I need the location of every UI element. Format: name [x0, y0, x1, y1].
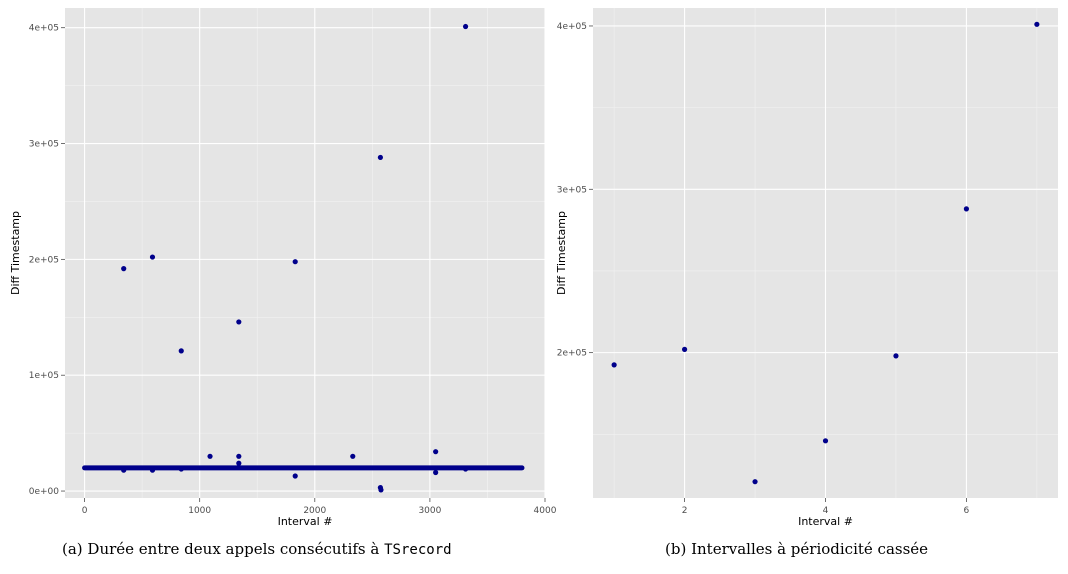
caption-a-text: (a) Durée entre deux appels consécutifs … [62, 540, 385, 558]
data-point [822, 438, 829, 444]
y-tick-label: 3e+05 [557, 185, 587, 195]
y-tick-label: 0e+00 [29, 487, 60, 497]
data-point [149, 467, 156, 473]
data-point [236, 460, 242, 466]
data-point [963, 206, 970, 212]
x-tick-label: 3000 [418, 506, 441, 516]
caption-a-code: TSrecord [384, 542, 452, 558]
y-tick-label: 3e+05 [29, 140, 59, 150]
data-point [350, 453, 356, 459]
y-tick-label: 2e+05 [29, 255, 59, 265]
x-axis-label: Interval # [278, 515, 333, 528]
data-point [377, 154, 383, 161]
data-point [292, 259, 298, 265]
y-tick-label: 4e+05 [557, 22, 587, 32]
data-point [433, 449, 439, 455]
data-point [121, 467, 127, 473]
data-point [121, 266, 127, 272]
x-axis-label: Interval # [798, 515, 853, 528]
x-tick-label: 6 [964, 506, 970, 516]
data-point [149, 254, 156, 260]
data-point [752, 479, 758, 485]
x-tick-label: 4 [823, 506, 829, 516]
data-point [292, 473, 298, 479]
data-point [178, 348, 184, 354]
x-tick-label: 0 [82, 506, 88, 516]
y-axis-label: Diff Timestamp [9, 211, 22, 295]
data-point [611, 362, 617, 368]
data-point [178, 466, 184, 472]
data-point [462, 466, 469, 472]
data-point [207, 453, 213, 459]
data-point [893, 353, 899, 359]
data-point [378, 487, 384, 493]
data-point [236, 453, 242, 459]
data-point [462, 23, 469, 30]
data-point [433, 469, 439, 476]
data-point [236, 319, 242, 325]
y-tick-label: 4e+05 [29, 24, 59, 34]
caption-b: (b) Intervalles à périodicité cassée [665, 540, 928, 558]
panel-a: 0 1000 2000 3000 4000 0e+00 1e+05 2e+05 3e+05 4e+… [9, 8, 557, 528]
data-point [681, 346, 688, 352]
data-point [1034, 21, 1040, 27]
panel-b: 2 4 6 2e+05 3e+05 4e+05 Interval # Diff Timesta… [555, 8, 1058, 528]
x-tick-label: 1000 [188, 506, 211, 516]
x-tick-label: 4000 [534, 506, 557, 516]
plot-background [65, 8, 545, 498]
caption-a: (a) Durée entre deux appels consécutifs … [62, 540, 452, 558]
caption-b-text: (b) Intervalles à périodicité cassée [665, 540, 929, 558]
y-tick-label: 1e+05 [29, 371, 59, 381]
y-tick-label: 2e+05 [557, 349, 587, 359]
y-axis-label: Diff Timestamp [555, 211, 568, 295]
x-tick-label: 2 [682, 506, 688, 516]
x-tick-label: 2000 [303, 506, 326, 516]
